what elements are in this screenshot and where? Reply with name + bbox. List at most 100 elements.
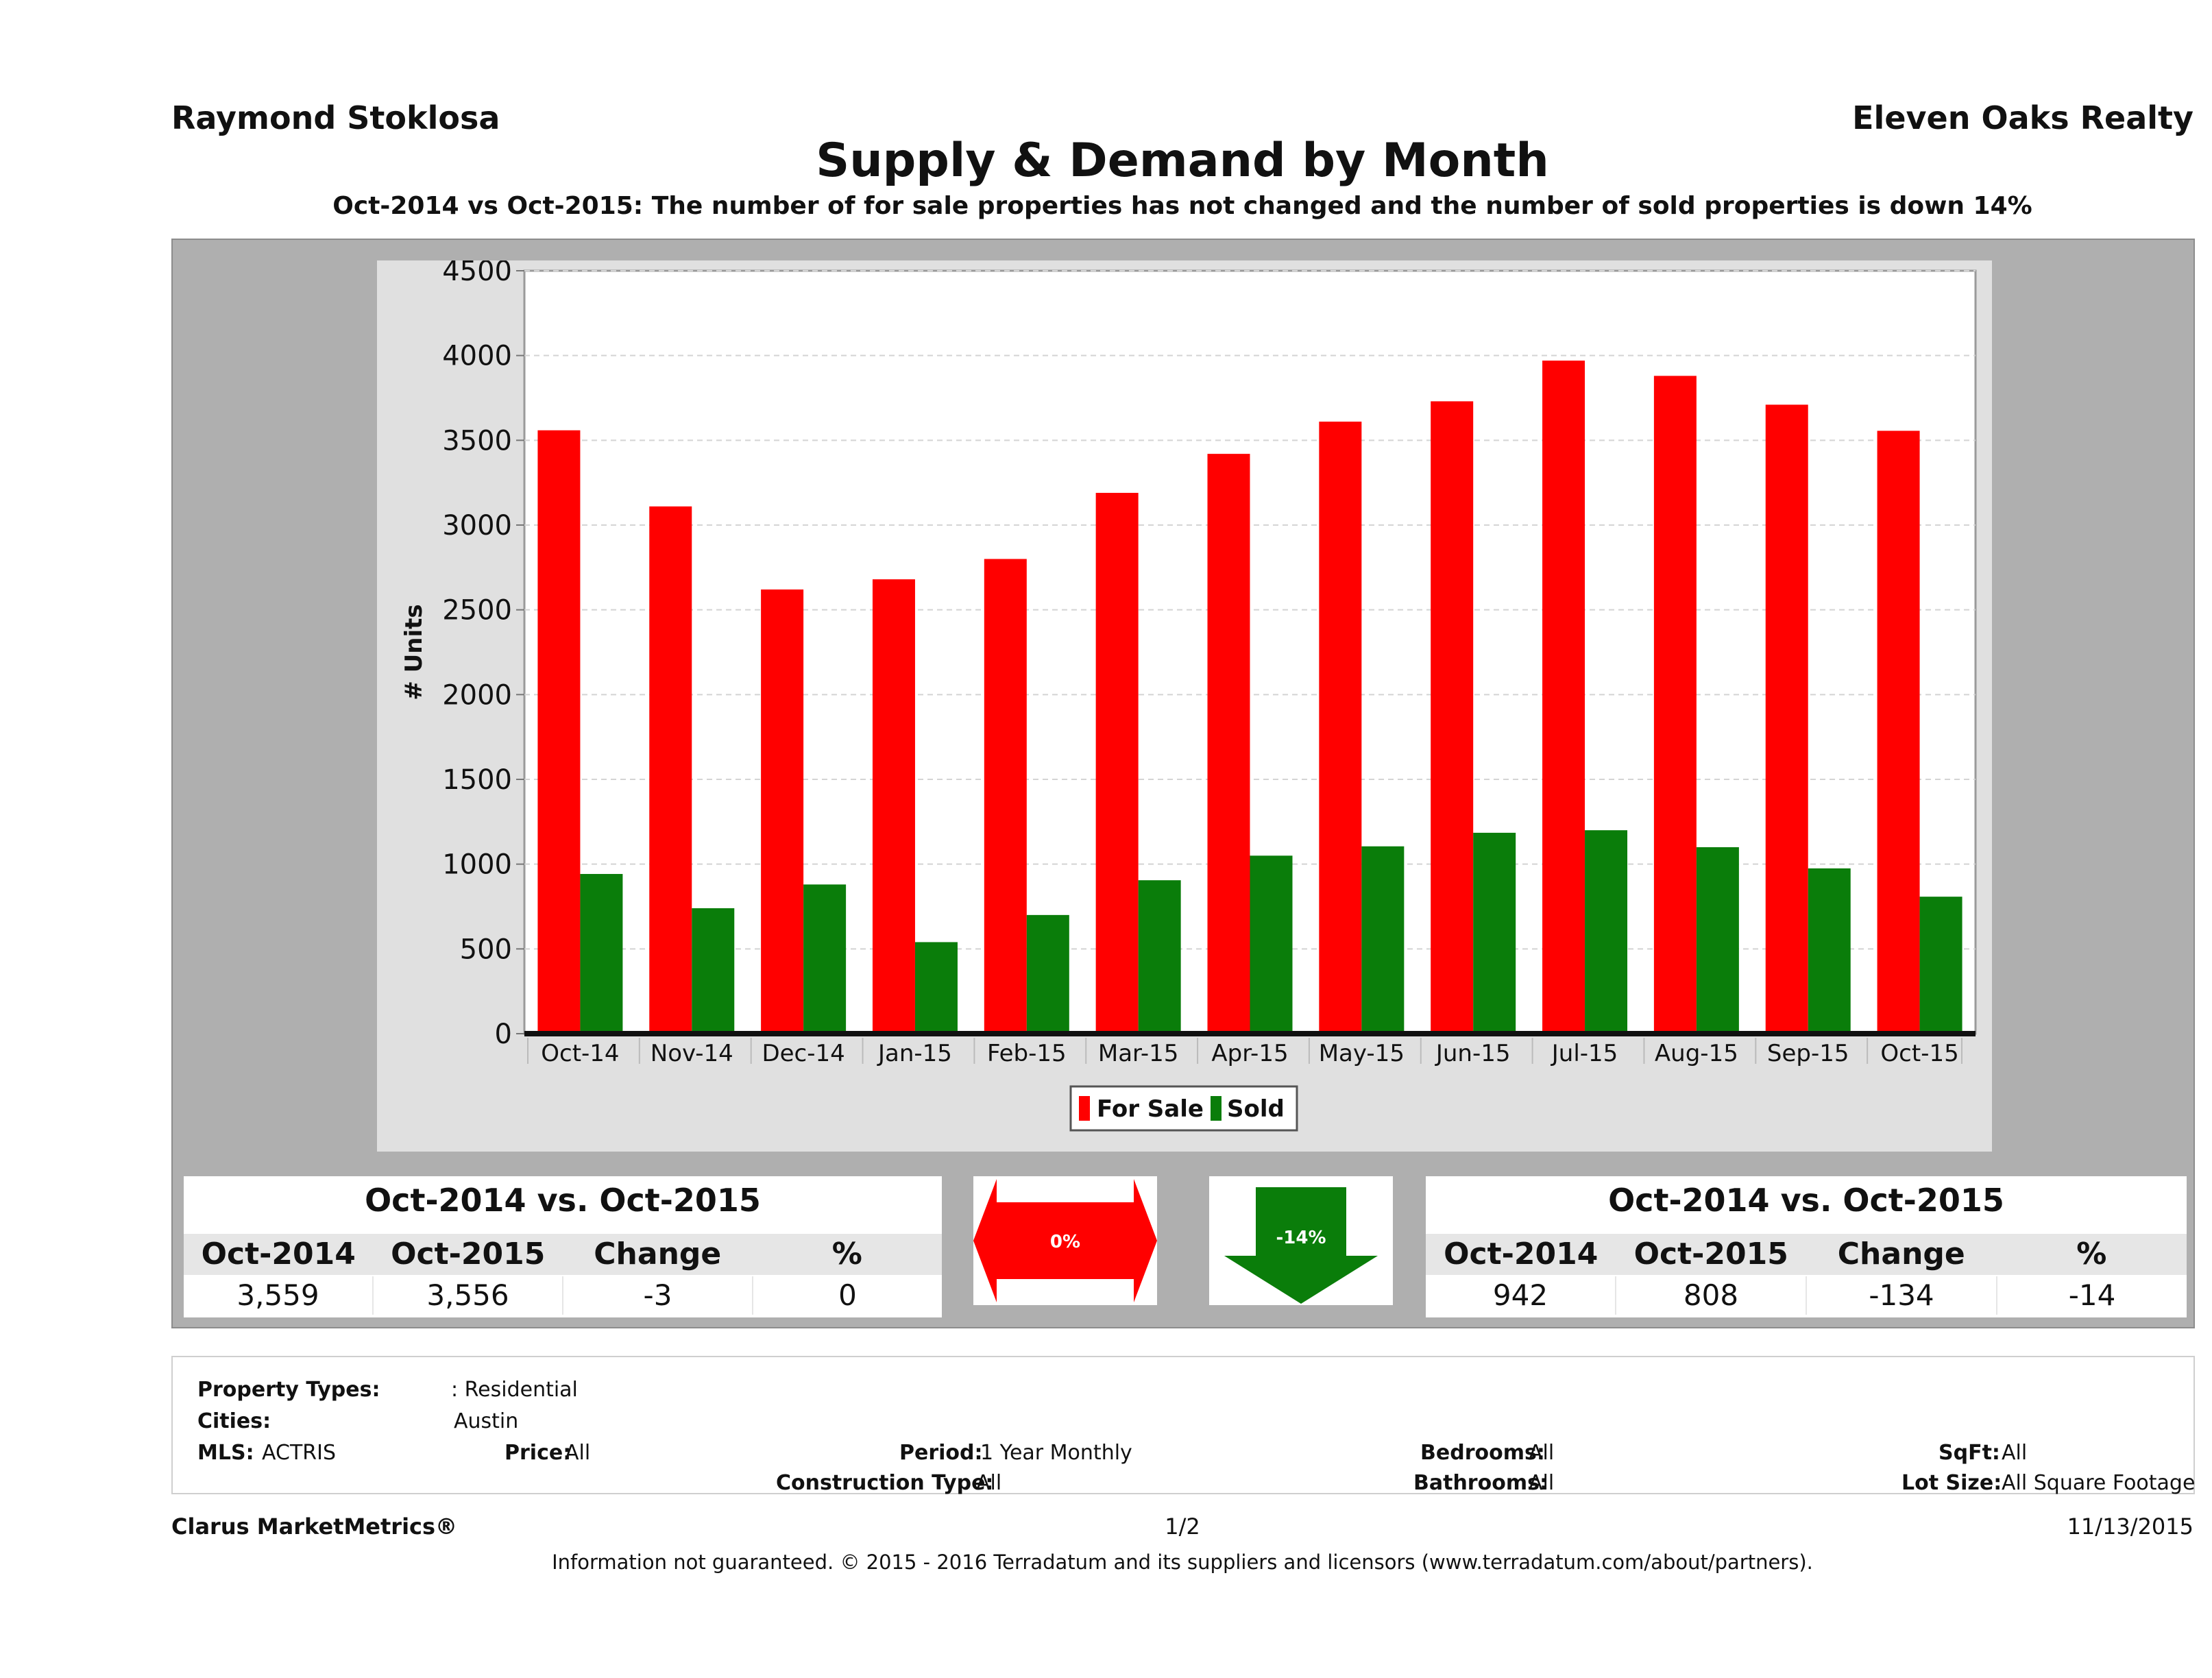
supply-value-cell: 0	[838, 1278, 857, 1312]
demand-stats-headers: Oct-2014 Oct-2015 Change %	[1426, 1234, 2187, 1275]
demand-value-cell: -14	[2068, 1278, 2116, 1312]
y-tick-label: 2500	[442, 595, 512, 627]
y-tick-label: 4000	[442, 341, 512, 372]
filter-value-property-types: : Residential	[451, 1378, 578, 1402]
demand-stats-values: 942 808 -134 -14	[1426, 1276, 2187, 1315]
supply-demand-chart: 0 500 1000 1500 2000 2500 3000 3500 4000 4500 # Un…	[400, 260, 1977, 1132]
x-tick-label: Jan-15	[877, 1040, 952, 1067]
bar-for-sale	[761, 589, 804, 1034]
legend-label-sold: Sold	[1227, 1095, 1285, 1123]
bar-sold	[1696, 847, 1739, 1034]
filter-value-lotsize: All Square Footage	[2002, 1471, 2196, 1495]
supply-value-cell: -3	[563, 1276, 753, 1315]
demand-indicator-box: -14%	[1209, 1176, 1393, 1305]
bar-for-sale	[649, 506, 692, 1034]
y-tick-label: 4500	[442, 260, 512, 287]
supply-value-cell: 3,559	[184, 1276, 374, 1315]
y-tick-label: 3500	[442, 425, 512, 457]
bar-for-sale	[1653, 376, 1697, 1034]
bar-sold	[803, 884, 847, 1034]
filter-label-mls: MLS:	[197, 1441, 254, 1465]
legend-swatch-sold	[1211, 1096, 1222, 1121]
filter-label-bathrooms: Bathrooms:	[1413, 1471, 1548, 1495]
brokerage-name: Eleven Oaks Realty	[1852, 99, 2193, 136]
bar-for-sale	[537, 430, 581, 1034]
filter-label-bedrooms: Bedrooms:	[1420, 1441, 1545, 1465]
footer-page-number: 1/2	[1165, 1513, 1200, 1540]
y-tick-label: 500	[460, 934, 512, 965]
legend-label-for-sale: For Sale	[1097, 1095, 1204, 1123]
demand-indicator-label: -14%	[1276, 1228, 1326, 1248]
demand-value-cell: -134	[1807, 1276, 1997, 1315]
bar-sold	[1585, 830, 1628, 1034]
x-tick-label: Jul-15	[1551, 1040, 1618, 1067]
supply-header-col: %	[831, 1237, 862, 1272]
x-tick-label: Oct-15	[1880, 1040, 1958, 1067]
y-tick-label: 1500	[442, 764, 512, 796]
bar-for-sale	[1542, 361, 1585, 1034]
demand-stats-box: Oct-2014 vs. Oct-2015 Oct-2014 Oct-2015 …	[1426, 1176, 2187, 1317]
supply-indicator-box: 0%	[973, 1176, 1157, 1305]
bar-for-sale	[1877, 430, 1920, 1034]
double-arrow-shape	[973, 1179, 1157, 1302]
x-tick-label: May-15	[1319, 1040, 1405, 1067]
y-tick-label: 1000	[442, 849, 512, 881]
supply-stats-headers: Oct-2014 Oct-2015 Change %	[184, 1234, 942, 1275]
filter-label-cities: Cities:	[197, 1409, 271, 1433]
bar-sold	[914, 942, 958, 1034]
bar-for-sale	[872, 579, 915, 1034]
x-tick-label: Apr-15	[1211, 1040, 1288, 1067]
footer-brand: Clarus MarketMetrics®	[171, 1513, 458, 1540]
demand-stats-title: Oct-2014 vs. Oct-2015	[1608, 1182, 2004, 1219]
filter-value-construction: All	[976, 1471, 1002, 1495]
filter-value-period: 1 Year Monthly	[980, 1441, 1132, 1465]
filter-label-period: Period:	[899, 1441, 983, 1465]
x-tick-label: Feb-15	[987, 1040, 1067, 1067]
x-tick-label: Sep-15	[1767, 1040, 1849, 1067]
supply-stats-values: 3,559 3,556 -3 0	[184, 1276, 942, 1315]
supply-indicator-label: 0%	[1050, 1232, 1080, 1252]
down-arrow-shape	[1224, 1187, 1378, 1304]
bar-for-sale	[1319, 422, 1362, 1034]
double-arrow-icon: 0%	[973, 1179, 1157, 1302]
x-tick-label: Mar-15	[1098, 1040, 1179, 1067]
footer-disclaimer: Information not guaranteed. © 2015 - 201…	[552, 1551, 1813, 1574]
x-tick-label: Nov-14	[651, 1040, 733, 1067]
bar-for-sale	[1765, 404, 1808, 1034]
bar-sold	[1473, 832, 1516, 1034]
filter-value-price: All	[565, 1441, 591, 1465]
bar-sold	[1138, 880, 1181, 1034]
filter-label-construction: Construction Type:	[776, 1471, 994, 1495]
bar-sold	[1808, 868, 1851, 1034]
filter-value-cities: Austin	[454, 1409, 519, 1433]
filter-label-price: Price:	[505, 1441, 572, 1465]
demand-header-col: Oct-2014	[1444, 1237, 1599, 1272]
supply-stats-box: Oct-2014 vs. Oct-2015 Oct-2014 Oct-2015 …	[184, 1176, 942, 1317]
demand-value-cell: 808	[1616, 1276, 1807, 1315]
bar-sold	[1026, 914, 1069, 1034]
x-tick-label: Aug-15	[1655, 1040, 1738, 1067]
y-axis-label: # Units	[400, 604, 428, 700]
demand-value-cell: 942	[1426, 1276, 1616, 1315]
x-tick-label: Oct-14	[541, 1040, 619, 1067]
demand-header-col: Change	[1837, 1237, 1965, 1272]
filter-label-sqft: SqFt:	[1938, 1441, 2000, 1465]
bar-for-sale	[1431, 401, 1474, 1034]
x-tick-label: Dec-14	[762, 1040, 844, 1067]
supply-value-cell: 3,556	[374, 1276, 563, 1315]
legend-swatch-for-sale	[1079, 1096, 1090, 1121]
supply-header-col: Change	[594, 1237, 722, 1272]
filter-value-bedrooms: All	[1529, 1441, 1555, 1465]
demand-header-col: %	[2076, 1237, 2107, 1272]
report-filters: Property Types: : Residential Cities: Au…	[171, 1356, 2196, 1495]
bar-sold	[1361, 846, 1405, 1034]
y-tick-label: 3000	[442, 510, 512, 542]
filter-label-lotsize: Lot Size:	[1901, 1471, 2002, 1495]
supply-header-col: Oct-2014	[201, 1237, 356, 1272]
bar-for-sale	[984, 559, 1027, 1034]
supply-header-col: Oct-2015	[391, 1237, 546, 1272]
filter-value-bathrooms: All	[1529, 1471, 1555, 1495]
down-arrow-icon: -14%	[1224, 1187, 1378, 1304]
demand-header-col: Oct-2015	[1633, 1237, 1788, 1272]
bar-for-sale	[1207, 454, 1250, 1034]
